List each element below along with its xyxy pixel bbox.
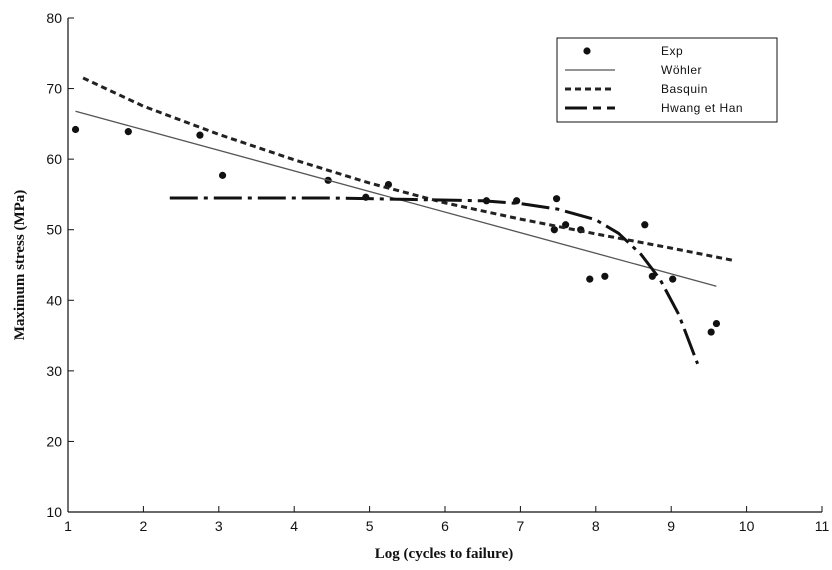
x-tick-label: 7 xyxy=(517,518,525,534)
y-tick-label: 20 xyxy=(46,433,62,449)
x-tick-label: 5 xyxy=(366,518,374,534)
x-tick-label: 2 xyxy=(140,518,148,534)
legend-marker-exp xyxy=(583,47,591,55)
x-tick-label: 4 xyxy=(290,518,298,534)
data-point-exp xyxy=(124,128,132,136)
y-tick-label: 10 xyxy=(46,504,62,520)
y-tick-label: 40 xyxy=(46,292,62,308)
y-axis-label: Maximum stress (MPa) xyxy=(12,190,28,341)
y-tick-label: 80 xyxy=(46,10,62,26)
x-tick-label: 10 xyxy=(739,518,755,534)
data-point-exp xyxy=(712,319,721,328)
x-tick-label: 1 xyxy=(64,518,72,534)
legend: Exp Wöhler Basquin Hwang et Han xyxy=(556,37,778,123)
legend-label-basquin: Basquin xyxy=(661,82,708,96)
data-point-exp xyxy=(71,125,80,134)
data-point-exp xyxy=(648,272,656,280)
legend-label-exp: Exp xyxy=(661,44,683,58)
y-tick-label: 50 xyxy=(46,222,62,238)
x-tick-label: 9 xyxy=(667,518,675,534)
series-line-basquin xyxy=(82,76,736,263)
legend-label-w-hler: Wöhler xyxy=(661,63,702,77)
y-tick-label: 70 xyxy=(46,81,62,97)
data-point-exp xyxy=(218,171,227,179)
x-tick-label: 8 xyxy=(592,518,600,534)
data-point-exp xyxy=(196,131,204,139)
data-point-exp xyxy=(552,195,561,203)
data-point-exp xyxy=(586,275,594,283)
y-tick-label: 60 xyxy=(46,151,62,167)
y-tick-label: 30 xyxy=(46,363,62,379)
y-axis: 10 20 30 40 50 60 70 80 xyxy=(46,10,74,520)
data-point-exp xyxy=(641,221,649,229)
x-tick-label: 11 xyxy=(815,518,830,534)
x-tick-label: 6 xyxy=(441,518,449,534)
x-tick-label: 3 xyxy=(215,518,223,534)
series-layer xyxy=(71,76,736,365)
data-point-exp xyxy=(601,272,609,280)
legend-label-hwang-et-han: Hwang et Han xyxy=(661,101,743,115)
data-point-exp xyxy=(669,275,677,283)
x-axis-label: Log (cycles to failure) xyxy=(375,546,513,562)
series-line-hwang-et-han xyxy=(169,196,700,365)
data-point-exp xyxy=(550,226,558,234)
x-axis: 1 2 3 4 5 6 7 8 9 10 11 xyxy=(64,506,829,534)
data-point-exp xyxy=(707,328,715,336)
